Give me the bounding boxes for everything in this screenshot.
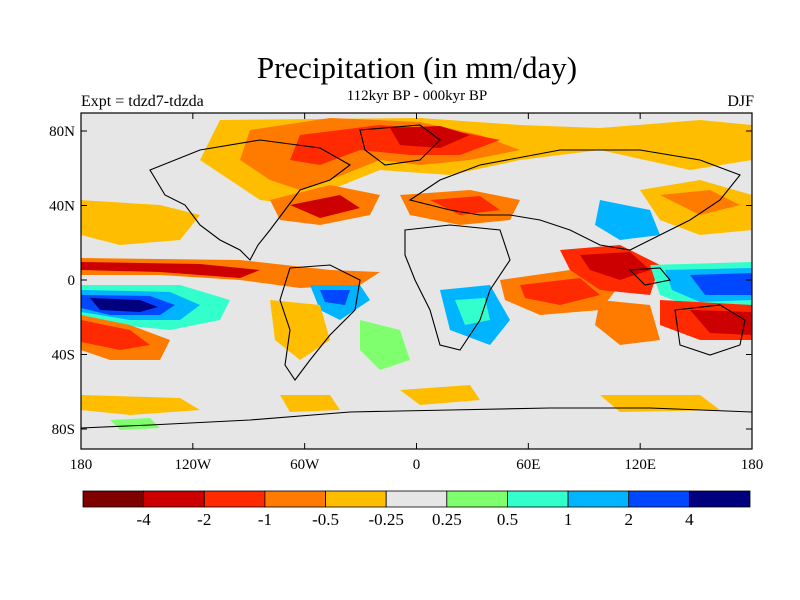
- x-tick-label: 180: [741, 457, 764, 473]
- colorbar-swatch: [203, 490, 266, 508]
- colorbar-swatch: [446, 490, 508, 508]
- precip-anomaly-field: [81, 118, 752, 430]
- colorbar-swatch: [325, 490, 387, 508]
- coastlines: [81, 124, 752, 429]
- colorbar-label: 4: [685, 510, 694, 529]
- x-tick-label: 180: [70, 457, 93, 473]
- map-panel: [81, 113, 752, 449]
- colorbar-label: -2: [197, 510, 211, 529]
- colorbar-swatch: [688, 490, 751, 508]
- x-tick-label: 60W: [290, 457, 320, 473]
- colorbar-swatch: [507, 490, 569, 508]
- colorbar-swatch: [385, 490, 448, 508]
- x-tick-label: 60E: [516, 457, 540, 473]
- colorbar-label: 2: [624, 510, 633, 529]
- colorbar-label: 0.5: [497, 510, 518, 529]
- colorbar-swatch: [567, 490, 630, 508]
- x-tick-label: 0: [413, 457, 421, 473]
- map-title: Precipitation (in mm/day): [256, 50, 578, 85]
- x-tick-label: 120W: [174, 457, 212, 473]
- colorbar-swatch: [143, 490, 205, 508]
- colorbar-label: -1: [258, 510, 272, 529]
- colorbar-label: -4: [137, 510, 152, 529]
- y-tick-label: 40S: [52, 348, 75, 364]
- colorbar-swatch: [82, 490, 145, 508]
- colorbar-label: 0.25: [432, 510, 462, 529]
- colorbar-label: 1: [564, 510, 573, 529]
- colorbar-label: -0.5: [312, 510, 339, 529]
- y-tick-label: 40N: [49, 199, 75, 215]
- season-label: DJF: [727, 93, 754, 110]
- colorbar-swatch: [264, 490, 326, 508]
- y-tick-label: 80S: [52, 422, 75, 438]
- colorbar-label: -0.25: [368, 510, 403, 529]
- map-subtitle: 112kyr BP - 000kyr BP: [346, 88, 488, 104]
- experiment-label: Expt = tdzd7-tdzda: [81, 93, 204, 110]
- map-axes: 80N 40N 0 40S 80S 180 120W 60W 0 60E 120E 180: [49, 113, 763, 473]
- y-tick-label: 0: [68, 273, 76, 289]
- x-tick-label: 120E: [624, 457, 656, 473]
- colorbar-swatch: [628, 490, 690, 508]
- colorbar: -4 -2 -1 -0.5 -0.25 0.25 0.5 1 2 4: [82, 490, 751, 529]
- y-tick-label: 80N: [49, 124, 75, 140]
